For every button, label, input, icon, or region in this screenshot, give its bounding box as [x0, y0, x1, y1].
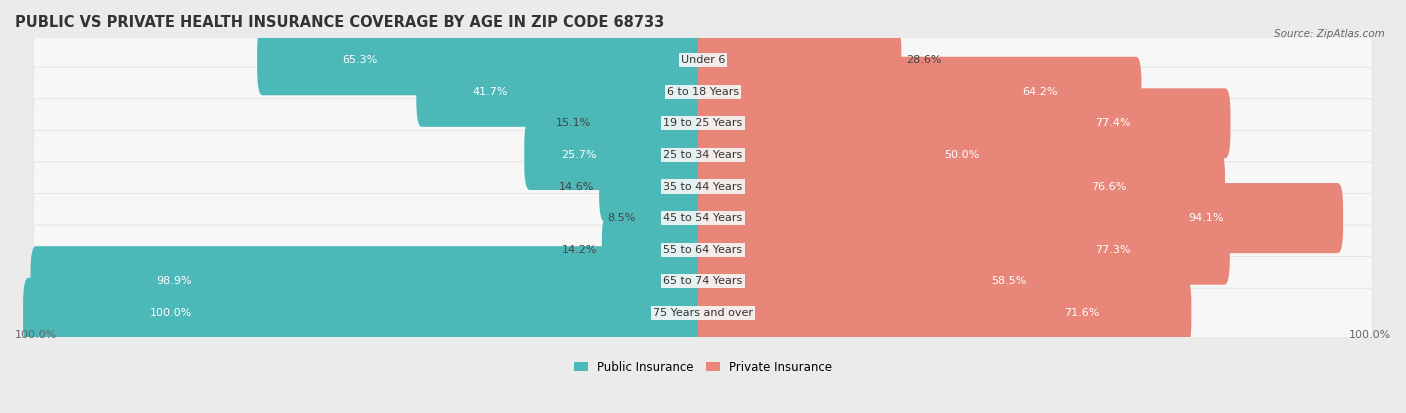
FancyBboxPatch shape [34, 99, 1372, 148]
FancyBboxPatch shape [34, 36, 1372, 85]
FancyBboxPatch shape [602, 215, 709, 285]
Text: 28.6%: 28.6% [905, 55, 942, 65]
FancyBboxPatch shape [697, 120, 1046, 190]
Text: 14.6%: 14.6% [560, 182, 595, 192]
Text: 77.3%: 77.3% [1095, 244, 1130, 255]
Text: 58.5%: 58.5% [991, 276, 1026, 286]
Text: 8.5%: 8.5% [607, 213, 636, 223]
Text: 14.2%: 14.2% [561, 244, 598, 255]
FancyBboxPatch shape [34, 162, 1372, 211]
Text: 25.7%: 25.7% [561, 150, 596, 160]
FancyBboxPatch shape [697, 152, 1225, 221]
Text: 100.0%: 100.0% [15, 330, 58, 340]
Text: 64.2%: 64.2% [1022, 87, 1059, 97]
Text: 100.0%: 100.0% [150, 308, 193, 318]
Text: 6 to 18 Years: 6 to 18 Years [666, 87, 740, 97]
FancyBboxPatch shape [697, 278, 1191, 348]
Text: 50.0%: 50.0% [945, 150, 980, 160]
FancyBboxPatch shape [31, 246, 709, 316]
Text: 19 to 25 Years: 19 to 25 Years [664, 119, 742, 128]
Legend: Public Insurance, Private Insurance: Public Insurance, Private Insurance [569, 356, 837, 378]
Text: 65.3%: 65.3% [342, 55, 377, 65]
FancyBboxPatch shape [697, 25, 901, 95]
FancyBboxPatch shape [34, 288, 1372, 337]
FancyBboxPatch shape [524, 120, 709, 190]
Text: 15.1%: 15.1% [555, 119, 591, 128]
FancyBboxPatch shape [596, 88, 709, 159]
Text: 41.7%: 41.7% [472, 87, 508, 97]
FancyBboxPatch shape [640, 183, 709, 253]
Text: 55 to 64 Years: 55 to 64 Years [664, 244, 742, 255]
Text: Under 6: Under 6 [681, 55, 725, 65]
Text: 25 to 34 Years: 25 to 34 Years [664, 150, 742, 160]
Text: 45 to 54 Years: 45 to 54 Years [664, 213, 742, 223]
FancyBboxPatch shape [34, 131, 1372, 180]
FancyBboxPatch shape [697, 57, 1142, 127]
Text: 65 to 74 Years: 65 to 74 Years [664, 276, 742, 286]
FancyBboxPatch shape [34, 193, 1372, 243]
FancyBboxPatch shape [34, 67, 1372, 116]
FancyBboxPatch shape [34, 256, 1372, 306]
FancyBboxPatch shape [697, 183, 1343, 253]
Text: Source: ZipAtlas.com: Source: ZipAtlas.com [1274, 29, 1385, 39]
Text: 71.6%: 71.6% [1064, 308, 1099, 318]
FancyBboxPatch shape [22, 278, 709, 348]
FancyBboxPatch shape [34, 225, 1372, 274]
Text: PUBLIC VS PRIVATE HEALTH INSURANCE COVERAGE BY AGE IN ZIP CODE 68733: PUBLIC VS PRIVATE HEALTH INSURANCE COVER… [15, 15, 664, 30]
Text: 98.9%: 98.9% [156, 276, 191, 286]
Text: 77.4%: 77.4% [1095, 119, 1130, 128]
FancyBboxPatch shape [697, 88, 1230, 159]
FancyBboxPatch shape [416, 57, 709, 127]
FancyBboxPatch shape [599, 152, 709, 221]
Text: 94.1%: 94.1% [1188, 213, 1223, 223]
Text: 100.0%: 100.0% [1348, 330, 1391, 340]
Text: 75 Years and over: 75 Years and over [652, 308, 754, 318]
FancyBboxPatch shape [257, 25, 709, 95]
FancyBboxPatch shape [697, 246, 1102, 316]
FancyBboxPatch shape [697, 215, 1230, 285]
Text: 35 to 44 Years: 35 to 44 Years [664, 182, 742, 192]
Text: 76.6%: 76.6% [1091, 182, 1126, 192]
